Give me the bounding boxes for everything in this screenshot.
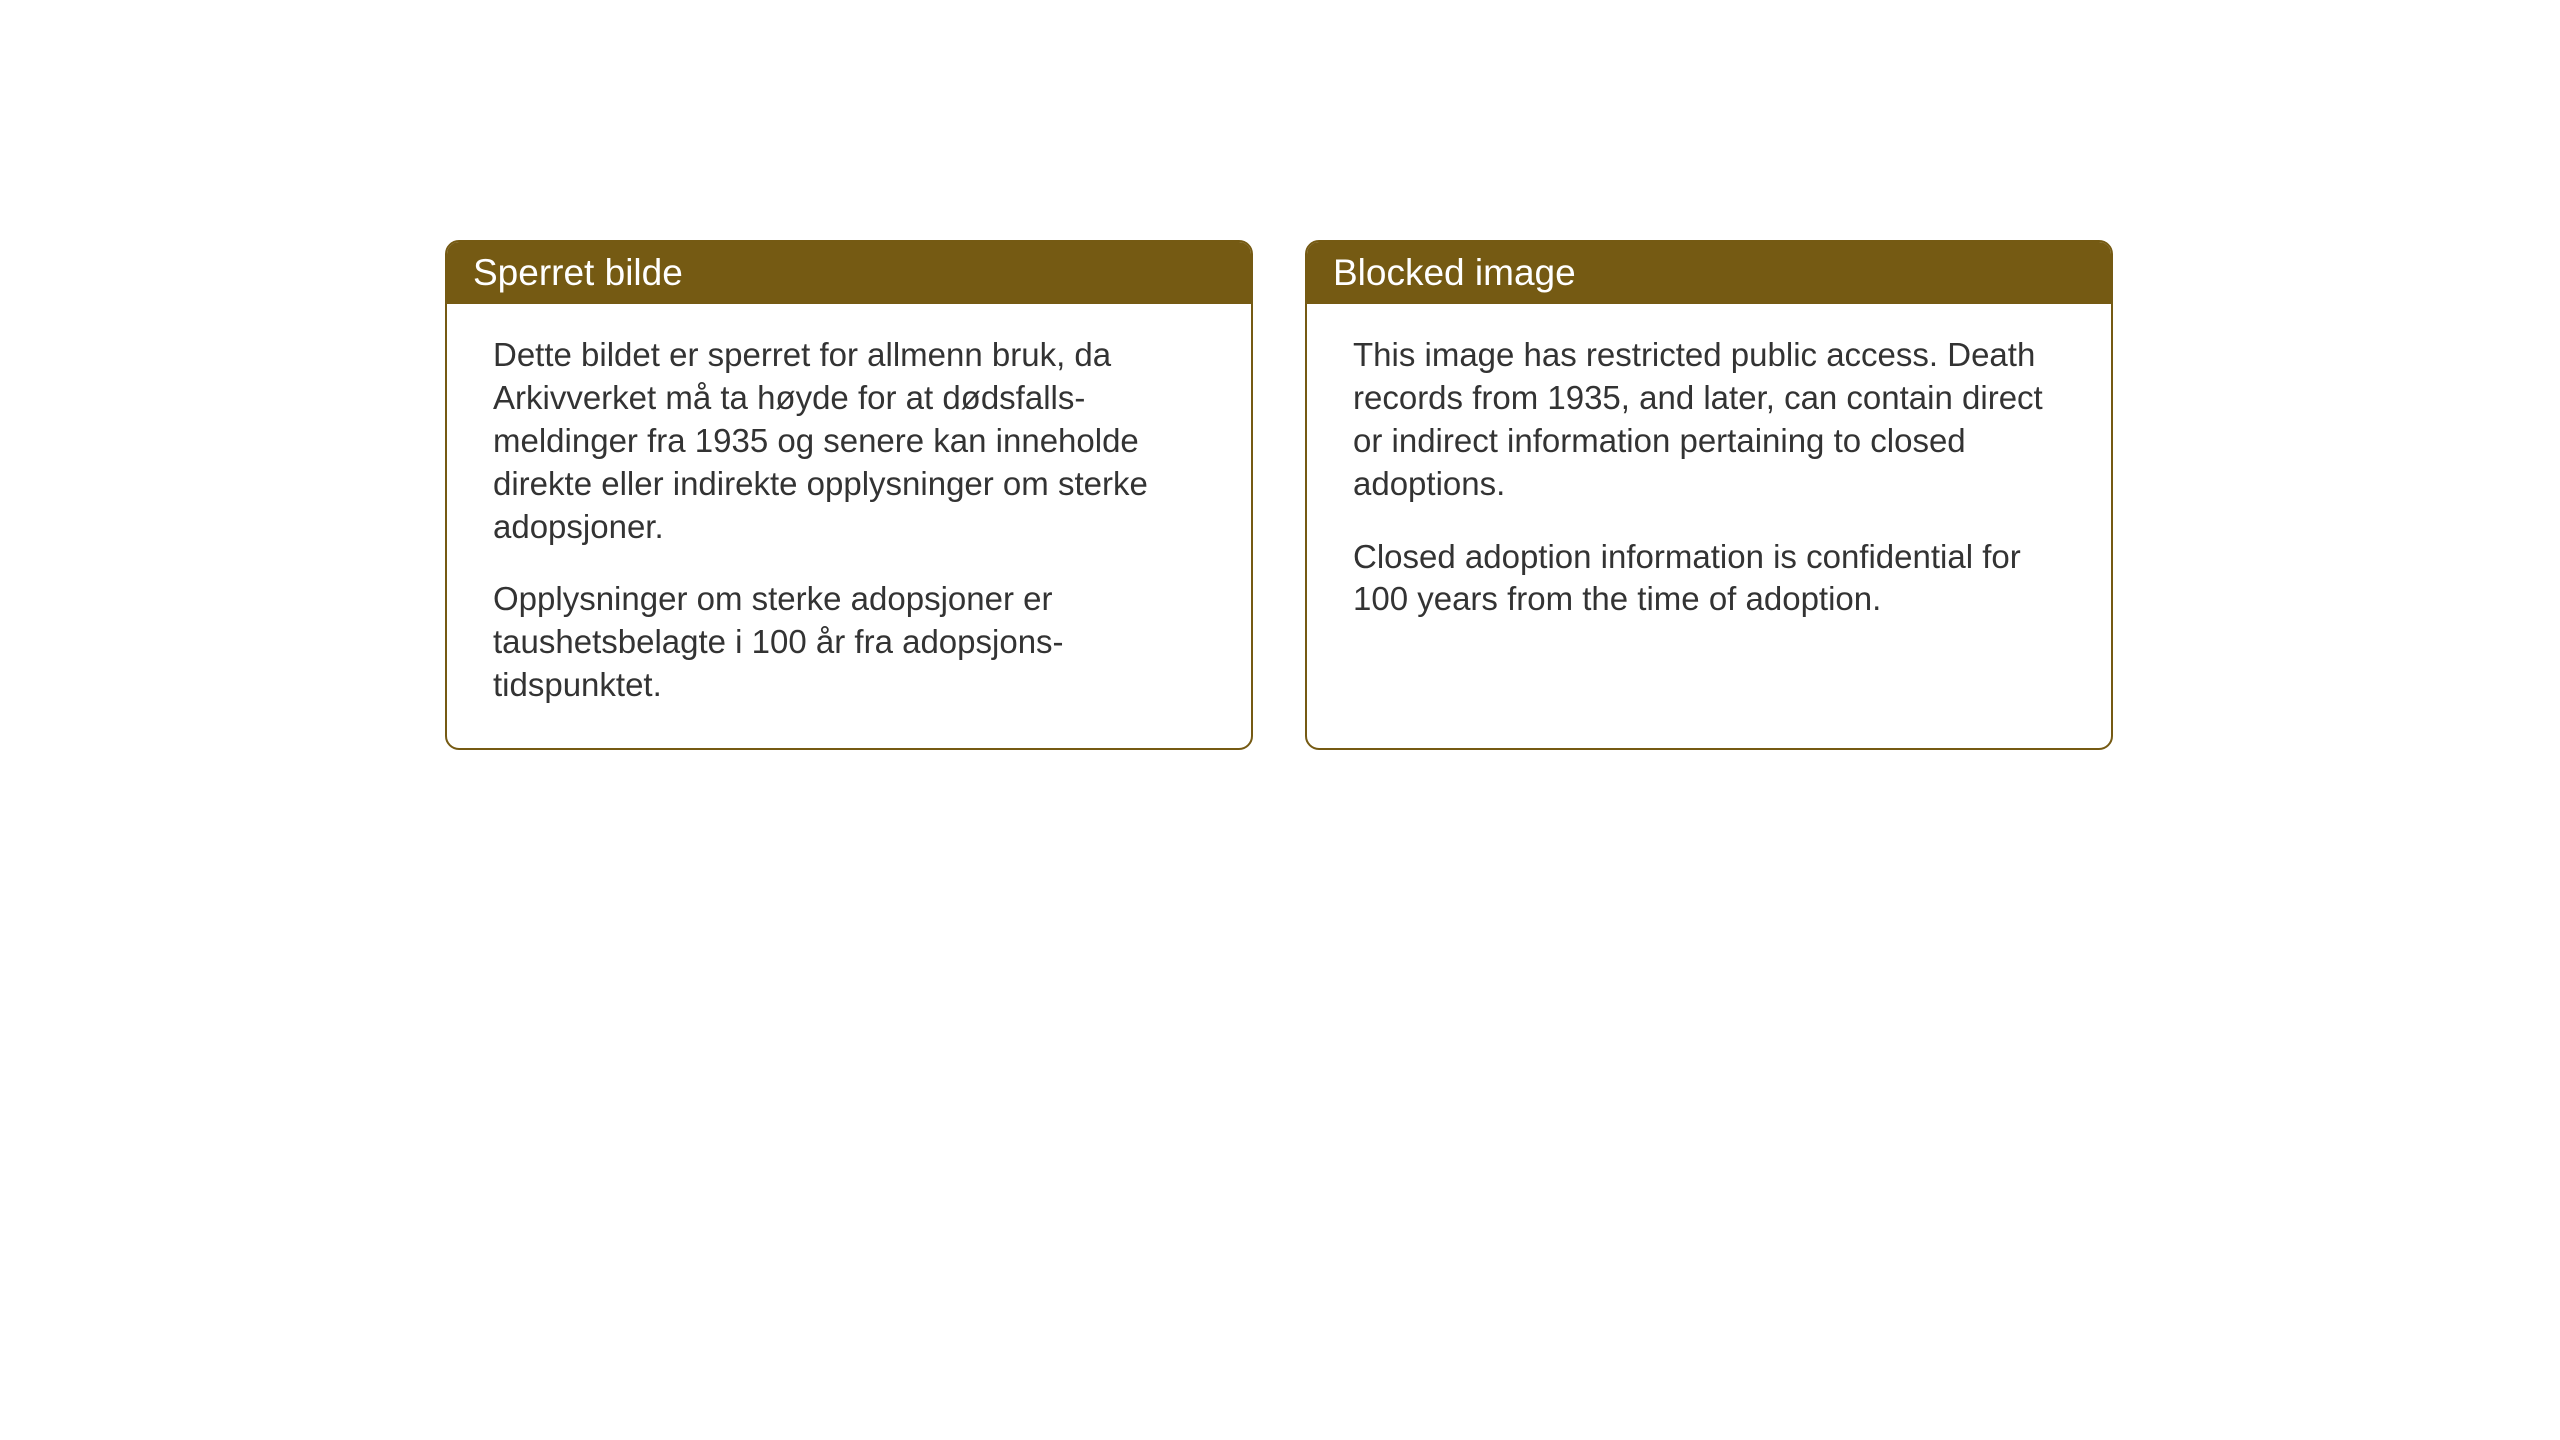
english-paragraph-1: This image has restricted public access.… bbox=[1353, 334, 2065, 506]
norwegian-card-title: Sperret bilde bbox=[447, 242, 1251, 304]
norwegian-paragraph-2: Opplysninger om sterke adopsjoner er tau… bbox=[493, 578, 1205, 707]
norwegian-card-body: Dette bildet er sperret for allmenn bruk… bbox=[447, 304, 1251, 747]
english-card-body: This image has restricted public access.… bbox=[1307, 304, 2111, 661]
english-paragraph-2: Closed adoption information is confident… bbox=[1353, 536, 2065, 622]
english-card-title: Blocked image bbox=[1307, 242, 2111, 304]
notice-cards-container: Sperret bilde Dette bildet er sperret fo… bbox=[445, 240, 2113, 750]
norwegian-paragraph-1: Dette bildet er sperret for allmenn bruk… bbox=[493, 334, 1205, 548]
norwegian-notice-card: Sperret bilde Dette bildet er sperret fo… bbox=[445, 240, 1253, 750]
english-notice-card: Blocked image This image has restricted … bbox=[1305, 240, 2113, 750]
